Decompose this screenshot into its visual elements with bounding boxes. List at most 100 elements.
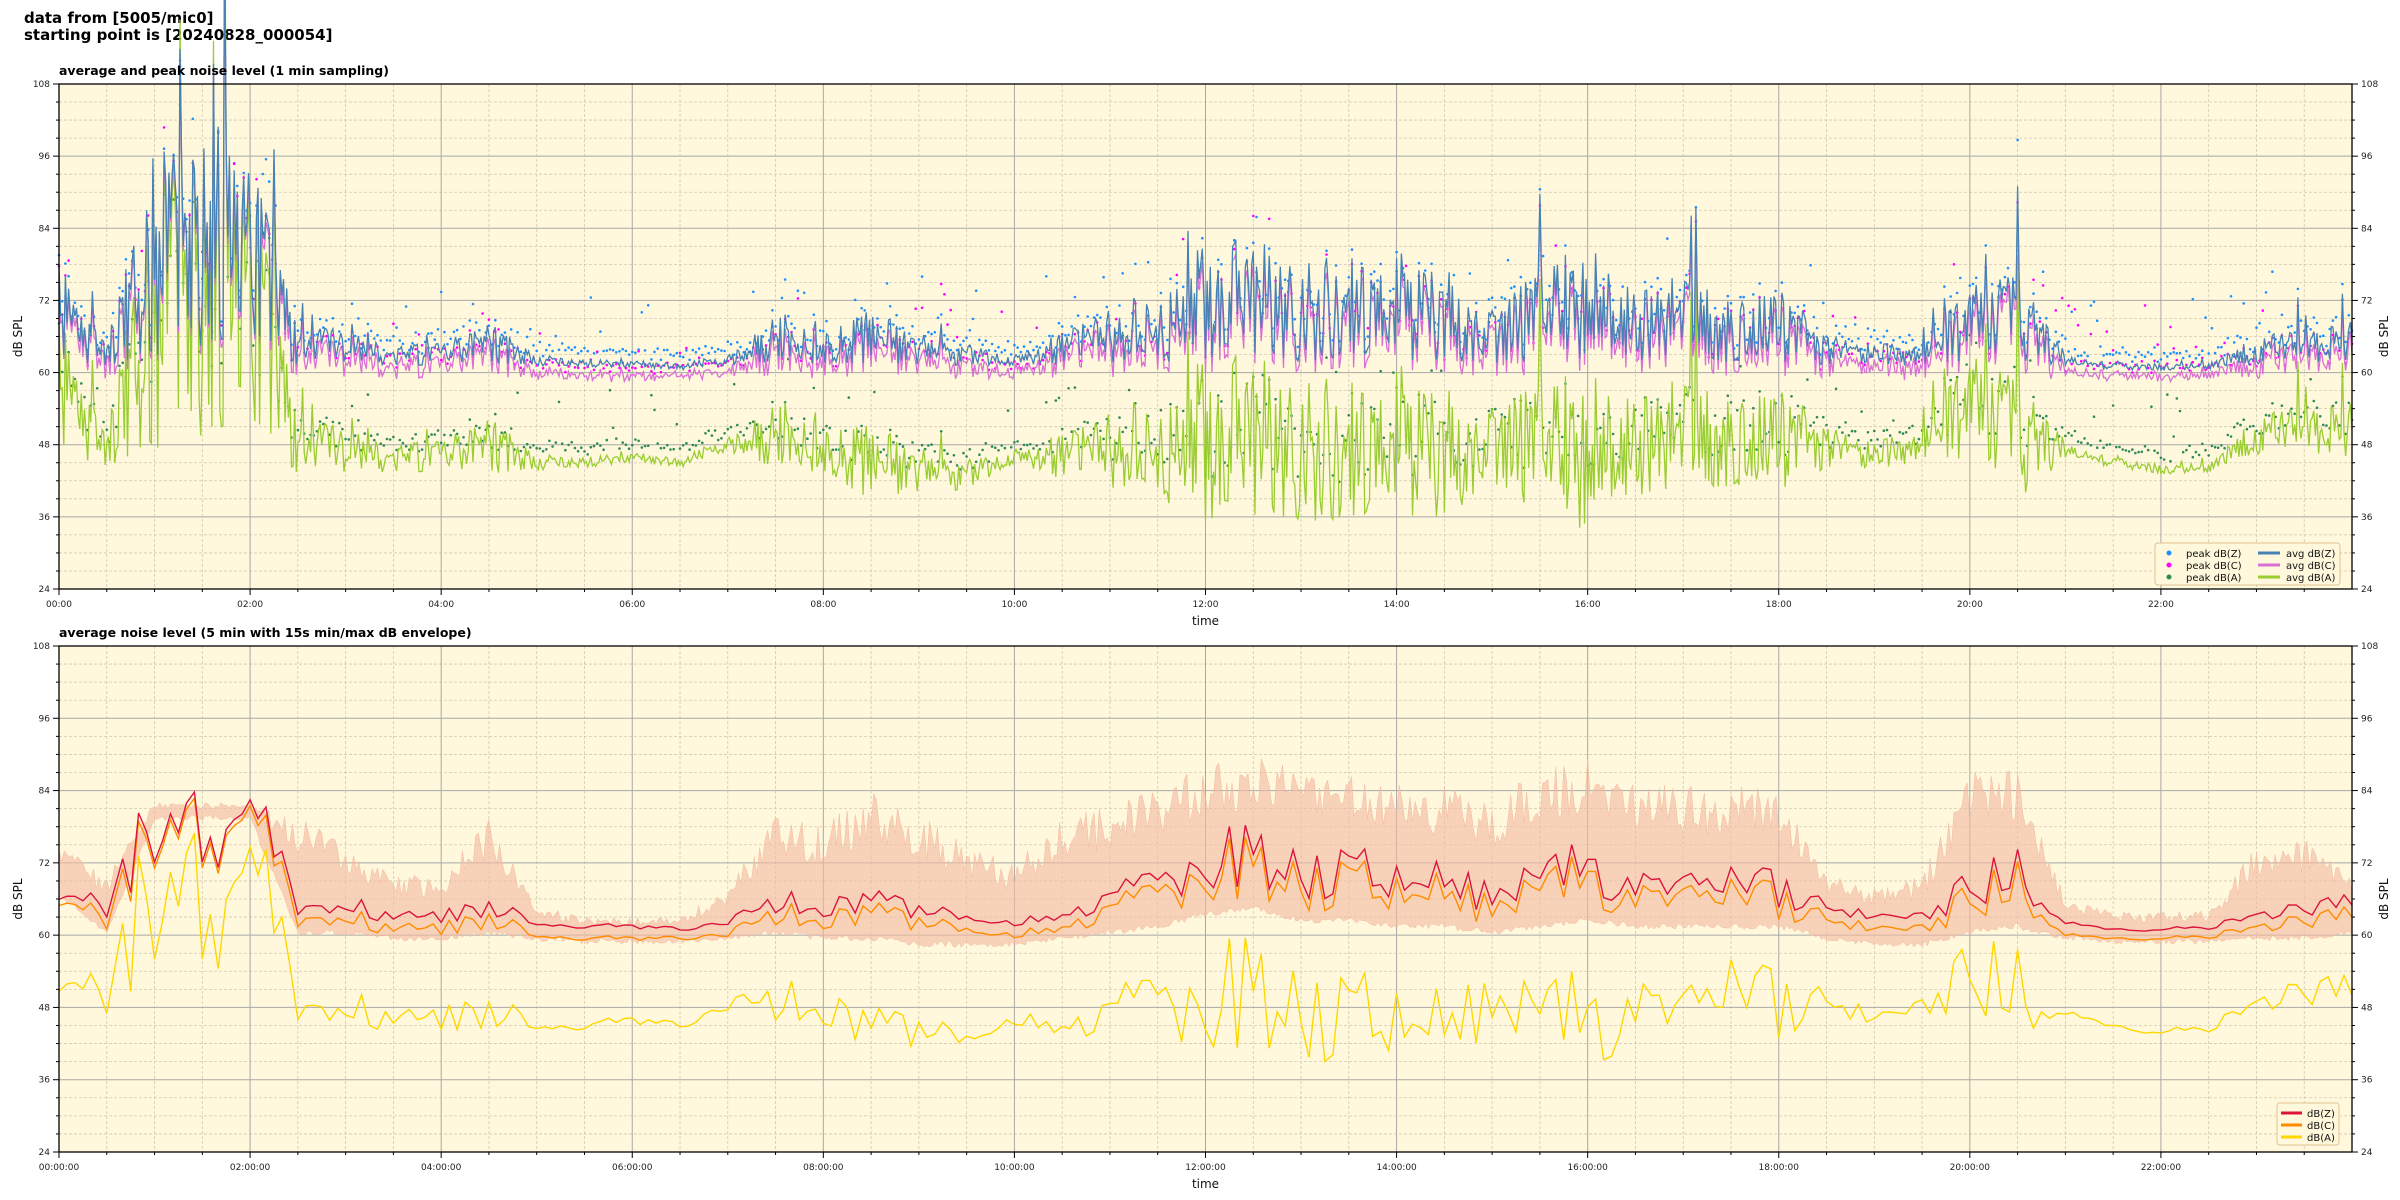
peak-point-peakdbc	[468, 329, 472, 332]
peak-point-peakdbz	[1376, 279, 1379, 282]
peak-point-peakdba	[1879, 444, 1882, 448]
peak-point-peakdbz	[672, 354, 675, 358]
peak-point-peakdba	[2201, 442, 2204, 446]
peak-point-peakdba	[1121, 430, 1124, 434]
peak-point-peakdbc	[697, 356, 701, 360]
peak-point-peakdbz	[933, 331, 937, 334]
peak-point-peakdba	[2169, 459, 2172, 463]
x-tick-label: 16:00	[1575, 600, 1601, 610]
peak-point-peakdbz	[334, 340, 338, 343]
peak-point-peakdbz	[802, 291, 806, 295]
y-tick-label-right: 24	[2361, 1148, 2373, 1158]
peak-point-peakdbz	[1503, 297, 1507, 301]
peak-point-peakdbz	[2318, 335, 2322, 338]
peak-point-peakdbz	[1025, 349, 1029, 353]
peak-point-peakdba	[873, 390, 876, 394]
peak-point-peakdbz	[2108, 352, 2112, 356]
peak-point-peakdba	[1745, 448, 1749, 452]
peak-point-peakdba	[95, 387, 99, 390]
peak-point-peakdbz	[2102, 354, 2105, 357]
peak-point-peakdbz	[1506, 258, 1510, 262]
peak-point-peakdba	[1089, 433, 1093, 437]
peak-point-peakdba	[1099, 429, 1102, 433]
peak-point-peakdbz	[1178, 318, 1182, 322]
peak-point-peakdba	[637, 439, 640, 443]
peak-point-peakdba	[1232, 371, 1236, 375]
peak-point-peakdbz	[373, 337, 376, 340]
peak-point-peakdba	[538, 447, 542, 450]
peak-point-peakdba	[834, 448, 838, 451]
peak-point-peakdba	[306, 437, 309, 441]
peak-point-peakdba	[363, 432, 367, 435]
peak-point-peakdbz	[1742, 295, 1745, 299]
x-tick-label: 20:00:00	[1950, 1163, 1991, 1173]
peak-point-peakdbz	[1013, 343, 1016, 347]
peak-point-peakdbz	[2236, 334, 2239, 338]
peak-point-peakdbz	[127, 272, 131, 275]
peak-point-peakdba	[898, 442, 902, 446]
peak-point-peakdbz	[2016, 138, 2019, 142]
peak-point-peakdbz	[1334, 264, 1338, 267]
peak-point-peakdbz	[2121, 346, 2124, 349]
peak-point-peakdbz	[404, 305, 408, 308]
peak-point-peakdbz	[2060, 334, 2064, 337]
peak-point-peakdbz	[1388, 289, 1392, 293]
peak-point-peakdba	[439, 441, 443, 445]
peak-point-peakdba	[1054, 399, 1058, 402]
y-tick-label: 108	[33, 80, 50, 90]
peak-point-peakdbc	[2140, 360, 2144, 363]
peak-point-peakdbz	[455, 328, 459, 332]
x-axis-label: time	[1192, 614, 1219, 628]
peak-point-peakdbz	[723, 349, 726, 353]
peak-point-peakdbz	[688, 358, 691, 362]
peak-point-peakdba	[1067, 387, 1070, 390]
peak-point-peakdba	[519, 449, 523, 453]
peak-point-peakdba	[357, 419, 360, 422]
peak-point-peakdba	[1752, 406, 1755, 410]
peak-point-peakdbz	[2312, 316, 2316, 319]
peak-point-peakdbz	[1869, 335, 1873, 339]
peak-point-peakdbz	[2041, 270, 2045, 274]
peak-point-peakdba	[567, 443, 570, 447]
peak-point-peakdba	[395, 448, 398, 452]
peak-point-peakdbz	[478, 328, 481, 332]
peak-point-peakdbz	[162, 147, 166, 150]
peak-point-peakdba	[1927, 425, 1930, 429]
peak-point-peakdbz	[1927, 341, 1930, 344]
peak-point-peakdbz	[1360, 262, 1363, 266]
peak-point-peakdbz	[1841, 335, 1844, 339]
peak-point-peakdbz	[2280, 313, 2284, 317]
peak-point-peakdba	[554, 441, 558, 444]
peak-point-peakdba	[2013, 365, 2016, 369]
y-tick-label: 72	[39, 296, 50, 306]
peak-point-peakdba	[60, 370, 64, 374]
peak-point-peakdbz	[1745, 338, 1749, 342]
peak-point-peakdba	[631, 443, 634, 447]
peak-point-peakdba	[111, 404, 115, 407]
peak-point-peakdbz	[675, 351, 679, 355]
peak-point-peakdba	[1497, 428, 1500, 431]
peak-point-peakdba	[615, 437, 618, 440]
peak-point-peakdbz	[1019, 350, 1023, 354]
peak-point-peakdbz	[414, 331, 418, 334]
peak-point-peakdbz	[1073, 295, 1077, 299]
peak-point-peakdbz	[1032, 348, 1035, 352]
peak-point-peakdba	[589, 445, 593, 449]
peak-point-peakdbz	[1045, 275, 1048, 278]
peak-point-peakdbc	[1325, 253, 1328, 256]
peak-point-peakdbz	[1844, 325, 1847, 328]
peak-point-peakdbz	[694, 350, 698, 354]
peak-point-peakdbz	[1726, 294, 1730, 298]
peak-point-peakdba	[1414, 454, 1417, 458]
series-line-dbc	[58, 796, 2353, 942]
peak-point-peakdbz	[882, 330, 886, 333]
peak-point-peakdbz	[2255, 326, 2258, 330]
peak-point-peakdba	[570, 440, 573, 444]
peak-point-peakdba	[767, 425, 771, 428]
peak-point-peakdbc	[1267, 217, 1271, 221]
peak-point-peakdbz	[592, 352, 596, 355]
peak-point-peakdba	[2213, 445, 2217, 449]
peak-point-peakdba	[392, 435, 395, 439]
peak-point-peakdba	[1936, 410, 1940, 414]
peak-point-peakdbz	[1914, 346, 1917, 349]
